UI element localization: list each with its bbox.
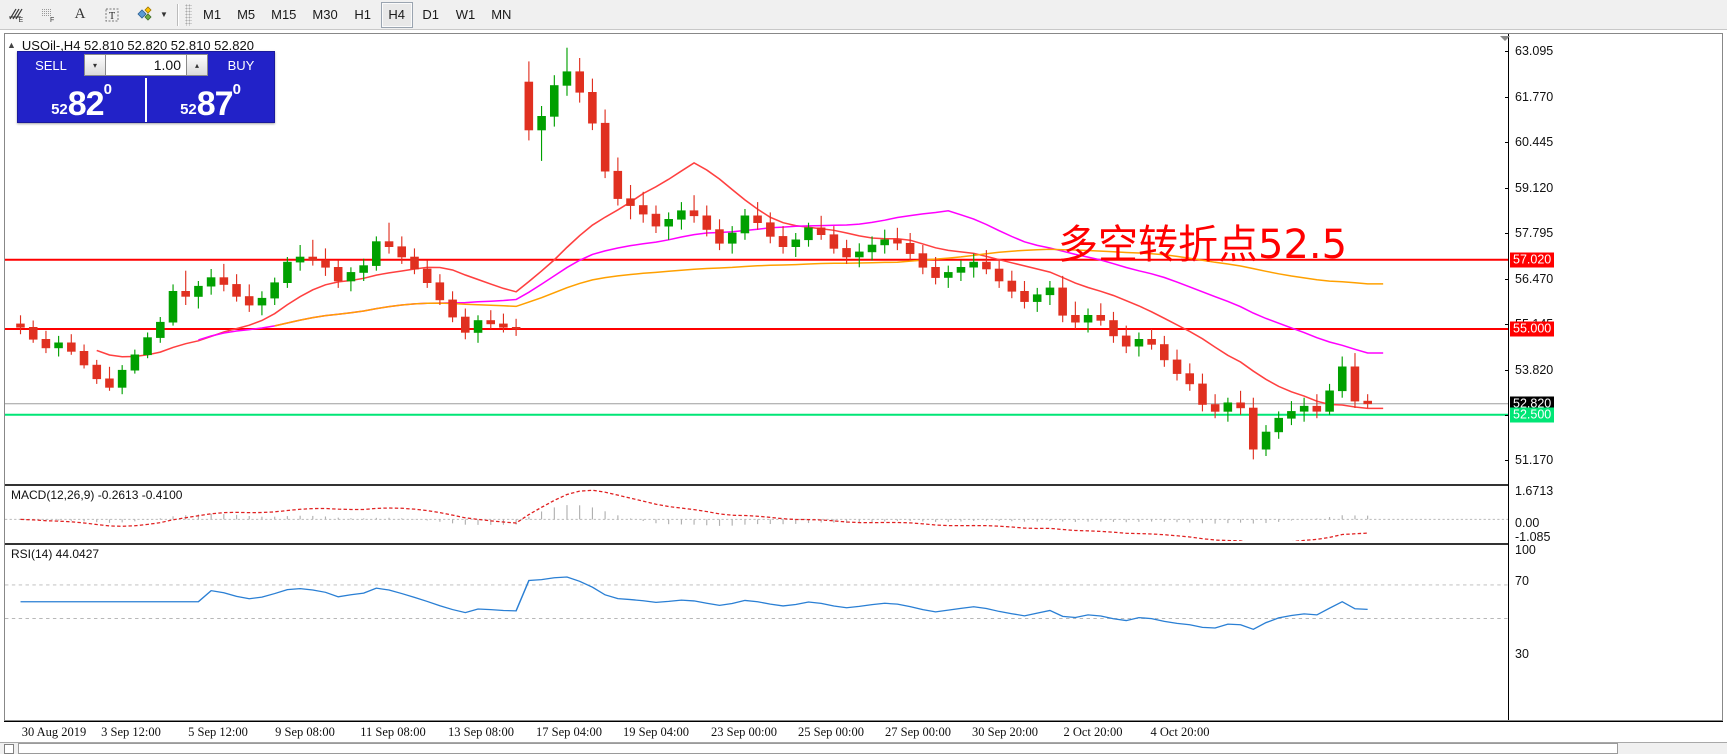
price-tick-mark <box>1505 187 1509 189</box>
volume-stepper[interactable]: ▾ 1.00 ▴ <box>84 54 208 76</box>
sell-button[interactable]: SELL <box>35 57 67 73</box>
svg-text:E: E <box>19 17 24 24</box>
price-tick: 60.445 <box>1515 135 1554 150</box>
time-axis-label: 30 Sep 20:00 <box>972 725 1038 739</box>
timeframe-h4[interactable]: H4 <box>380 1 413 28</box>
chart-tab-bar[interactable] <box>18 743 1618 754</box>
time-axis-label: 5 Sep 12:00 <box>188 725 248 739</box>
price-tick-mark <box>1505 324 1509 326</box>
chart-collapse-icon[interactable] <box>1498 34 1512 42</box>
timeframe-mn[interactable]: MN <box>491 7 512 22</box>
indicators-icon[interactable]: E <box>1 2 31 28</box>
price-tick: 51.170 <box>1515 453 1554 468</box>
timeframe-m5[interactable]: M5 <box>237 7 256 22</box>
rsi-pane: RSI(14) 44.0427 <box>5 543 1722 650</box>
time-axis-label: 27 Sep 00:00 <box>885 725 951 739</box>
svg-text:F: F <box>50 17 54 24</box>
timeframe-m15[interactable]: M15 <box>271 7 297 22</box>
price-tick: 63.095 <box>1515 44 1554 59</box>
pivot-level-tag[interactable]: 52.500 <box>1510 407 1555 423</box>
timeframe-d1[interactable]: D1 <box>422 7 440 22</box>
price-tick-mark <box>1505 142 1509 144</box>
toolbar-grip[interactable] <box>185 3 192 26</box>
timeframe-h1[interactable]: H1 <box>354 7 372 22</box>
volume-input[interactable]: 1.00 <box>106 54 186 76</box>
time-axis-label: 9 Sep 08:00 <box>275 725 335 739</box>
chart-annotation-text: 多空转折点52.5 <box>1058 222 1348 268</box>
trade-panel-top-row: SELL ▾ 1.00 ▴ BUY <box>18 52 274 78</box>
price-tick: 57.795 <box>1515 226 1554 241</box>
price-tick-mark <box>1505 414 1509 416</box>
sell-price-display[interactable]: 52 82 0 <box>18 78 145 122</box>
macd-tick: -1.085 <box>1515 530 1551 544</box>
macd-label: MACD(12,26,9) -0.2613 -0.4100 <box>11 488 183 502</box>
price-tick-mark <box>1505 369 1509 371</box>
time-axis-label: 30 Aug 2019 <box>21 725 87 739</box>
price-pane <box>5 34 1722 480</box>
price-scale[interactable]: 63.09561.77060.44559.12057.79556.47055.1… <box>1505 34 1722 720</box>
chart-symbol-info: ▲ USOil-,H4 52.810 52.820 52.810 52.820 <box>7 37 254 53</box>
macd-pane: MACD(12,26,9) -0.2613 -0.4100 <box>5 484 1722 541</box>
price-tick-mark <box>1505 460 1509 462</box>
macd-tick: 0.00 <box>1515 516 1540 530</box>
rsi-tick: 30 <box>1515 647 1529 661</box>
time-axis-label: 3 Sep 12:00 <box>101 725 161 739</box>
time-axis-label: 4 Oct 20:00 <box>1150 725 1210 739</box>
trade-panel-prices: 52 82 0 52 87 0 <box>18 78 274 122</box>
expand-triangle-icon[interactable]: ▲ <box>7 40 16 50</box>
volume-decrease-icon[interactable]: ▾ <box>84 54 106 76</box>
buy-price-main: 87 <box>196 84 234 123</box>
time-axis[interactable]: 30 Aug 2019 3 Sep 12:00 5 Sep 12:00 9 Sep 0… <box>4 721 1723 743</box>
text-icon[interactable]: A <box>74 6 86 22</box>
macd-plot <box>5 489 1722 541</box>
rsi-plot <box>5 576 1722 631</box>
rsi-tick: 100 <box>1515 543 1536 557</box>
sell-price-fraction: 0 <box>103 81 112 98</box>
buy-price-display[interactable]: 52 87 0 <box>145 78 274 122</box>
resistance-level-tag[interactable]: 57.020 <box>1510 252 1555 268</box>
support-level-tag[interactable]: 55.000 <box>1510 321 1555 337</box>
price-tick: 53.820 <box>1515 362 1554 377</box>
sell-price-main: 82 <box>67 84 105 123</box>
price-tick: 61.770 <box>1515 89 1554 104</box>
buy-price-integer: 52 <box>180 101 197 118</box>
time-axis-label: 23 Sep 00:00 <box>711 725 777 739</box>
time-axis-label: 19 Sep 04:00 <box>623 725 689 739</box>
grid-icon[interactable]: F <box>33 2 63 28</box>
chart-window[interactable]: ▲ USOil-,H4 52.810 52.820 52.810 52.820 … <box>4 33 1723 721</box>
rsi-tick: 70 <box>1515 574 1529 588</box>
candlestick-plot <box>5 47 1722 460</box>
macd-tick: 1.6713 <box>1515 484 1554 498</box>
svg-text:T: T <box>109 11 115 22</box>
one-click-trading-panel[interactable]: SELL ▾ 1.00 ▴ BUY 52 82 0 52 87 0 <box>17 51 275 123</box>
volume-increase-icon[interactable]: ▴ <box>186 54 208 76</box>
timeframe-m1[interactable]: M1 <box>203 7 222 22</box>
time-axis-label: 17 Sep 04:00 <box>536 725 602 739</box>
timeframe-w1[interactable]: W1 <box>455 7 476 22</box>
time-axis-label: 25 Sep 00:00 <box>798 725 864 739</box>
price-tick-mark <box>1505 51 1509 53</box>
price-tick-mark <box>1505 96 1509 98</box>
sell-price-integer: 52 <box>51 101 68 118</box>
time-axis-label: 11 Sep 08:00 <box>360 725 426 739</box>
toolbar-separator <box>177 3 179 26</box>
time-axis-label: 2 Oct 20:00 <box>1063 725 1123 739</box>
objects-icon[interactable] <box>129 2 159 28</box>
price-tick-mark <box>1505 233 1509 235</box>
rsi-label: RSI(14) 44.0427 <box>11 547 100 561</box>
symbol-ohlc-text: USOil-,H4 52.810 52.820 52.810 52.820 <box>21 37 254 53</box>
chevron-down-icon[interactable]: ▼ <box>160 10 168 19</box>
time-axis-label: 13 Sep 08:00 <box>448 725 514 739</box>
bottom-tab-strip <box>0 742 1727 754</box>
price-tick-mark <box>1505 278 1509 280</box>
price-tick: 59.120 <box>1515 180 1554 195</box>
buy-price-fraction: 0 <box>232 81 241 98</box>
main-toolbar: E F A T ▼ M1 M5 M15 M30 H1 H4 D1 W1 MN <box>0 0 1727 30</box>
timeframe-m30[interactable]: M30 <box>312 7 338 22</box>
price-tick: 56.470 <box>1515 271 1554 286</box>
text-label-icon[interactable]: T <box>97 2 127 28</box>
terminal-toggle-icon[interactable] <box>4 743 14 754</box>
buy-button[interactable]: BUY <box>227 57 255 73</box>
